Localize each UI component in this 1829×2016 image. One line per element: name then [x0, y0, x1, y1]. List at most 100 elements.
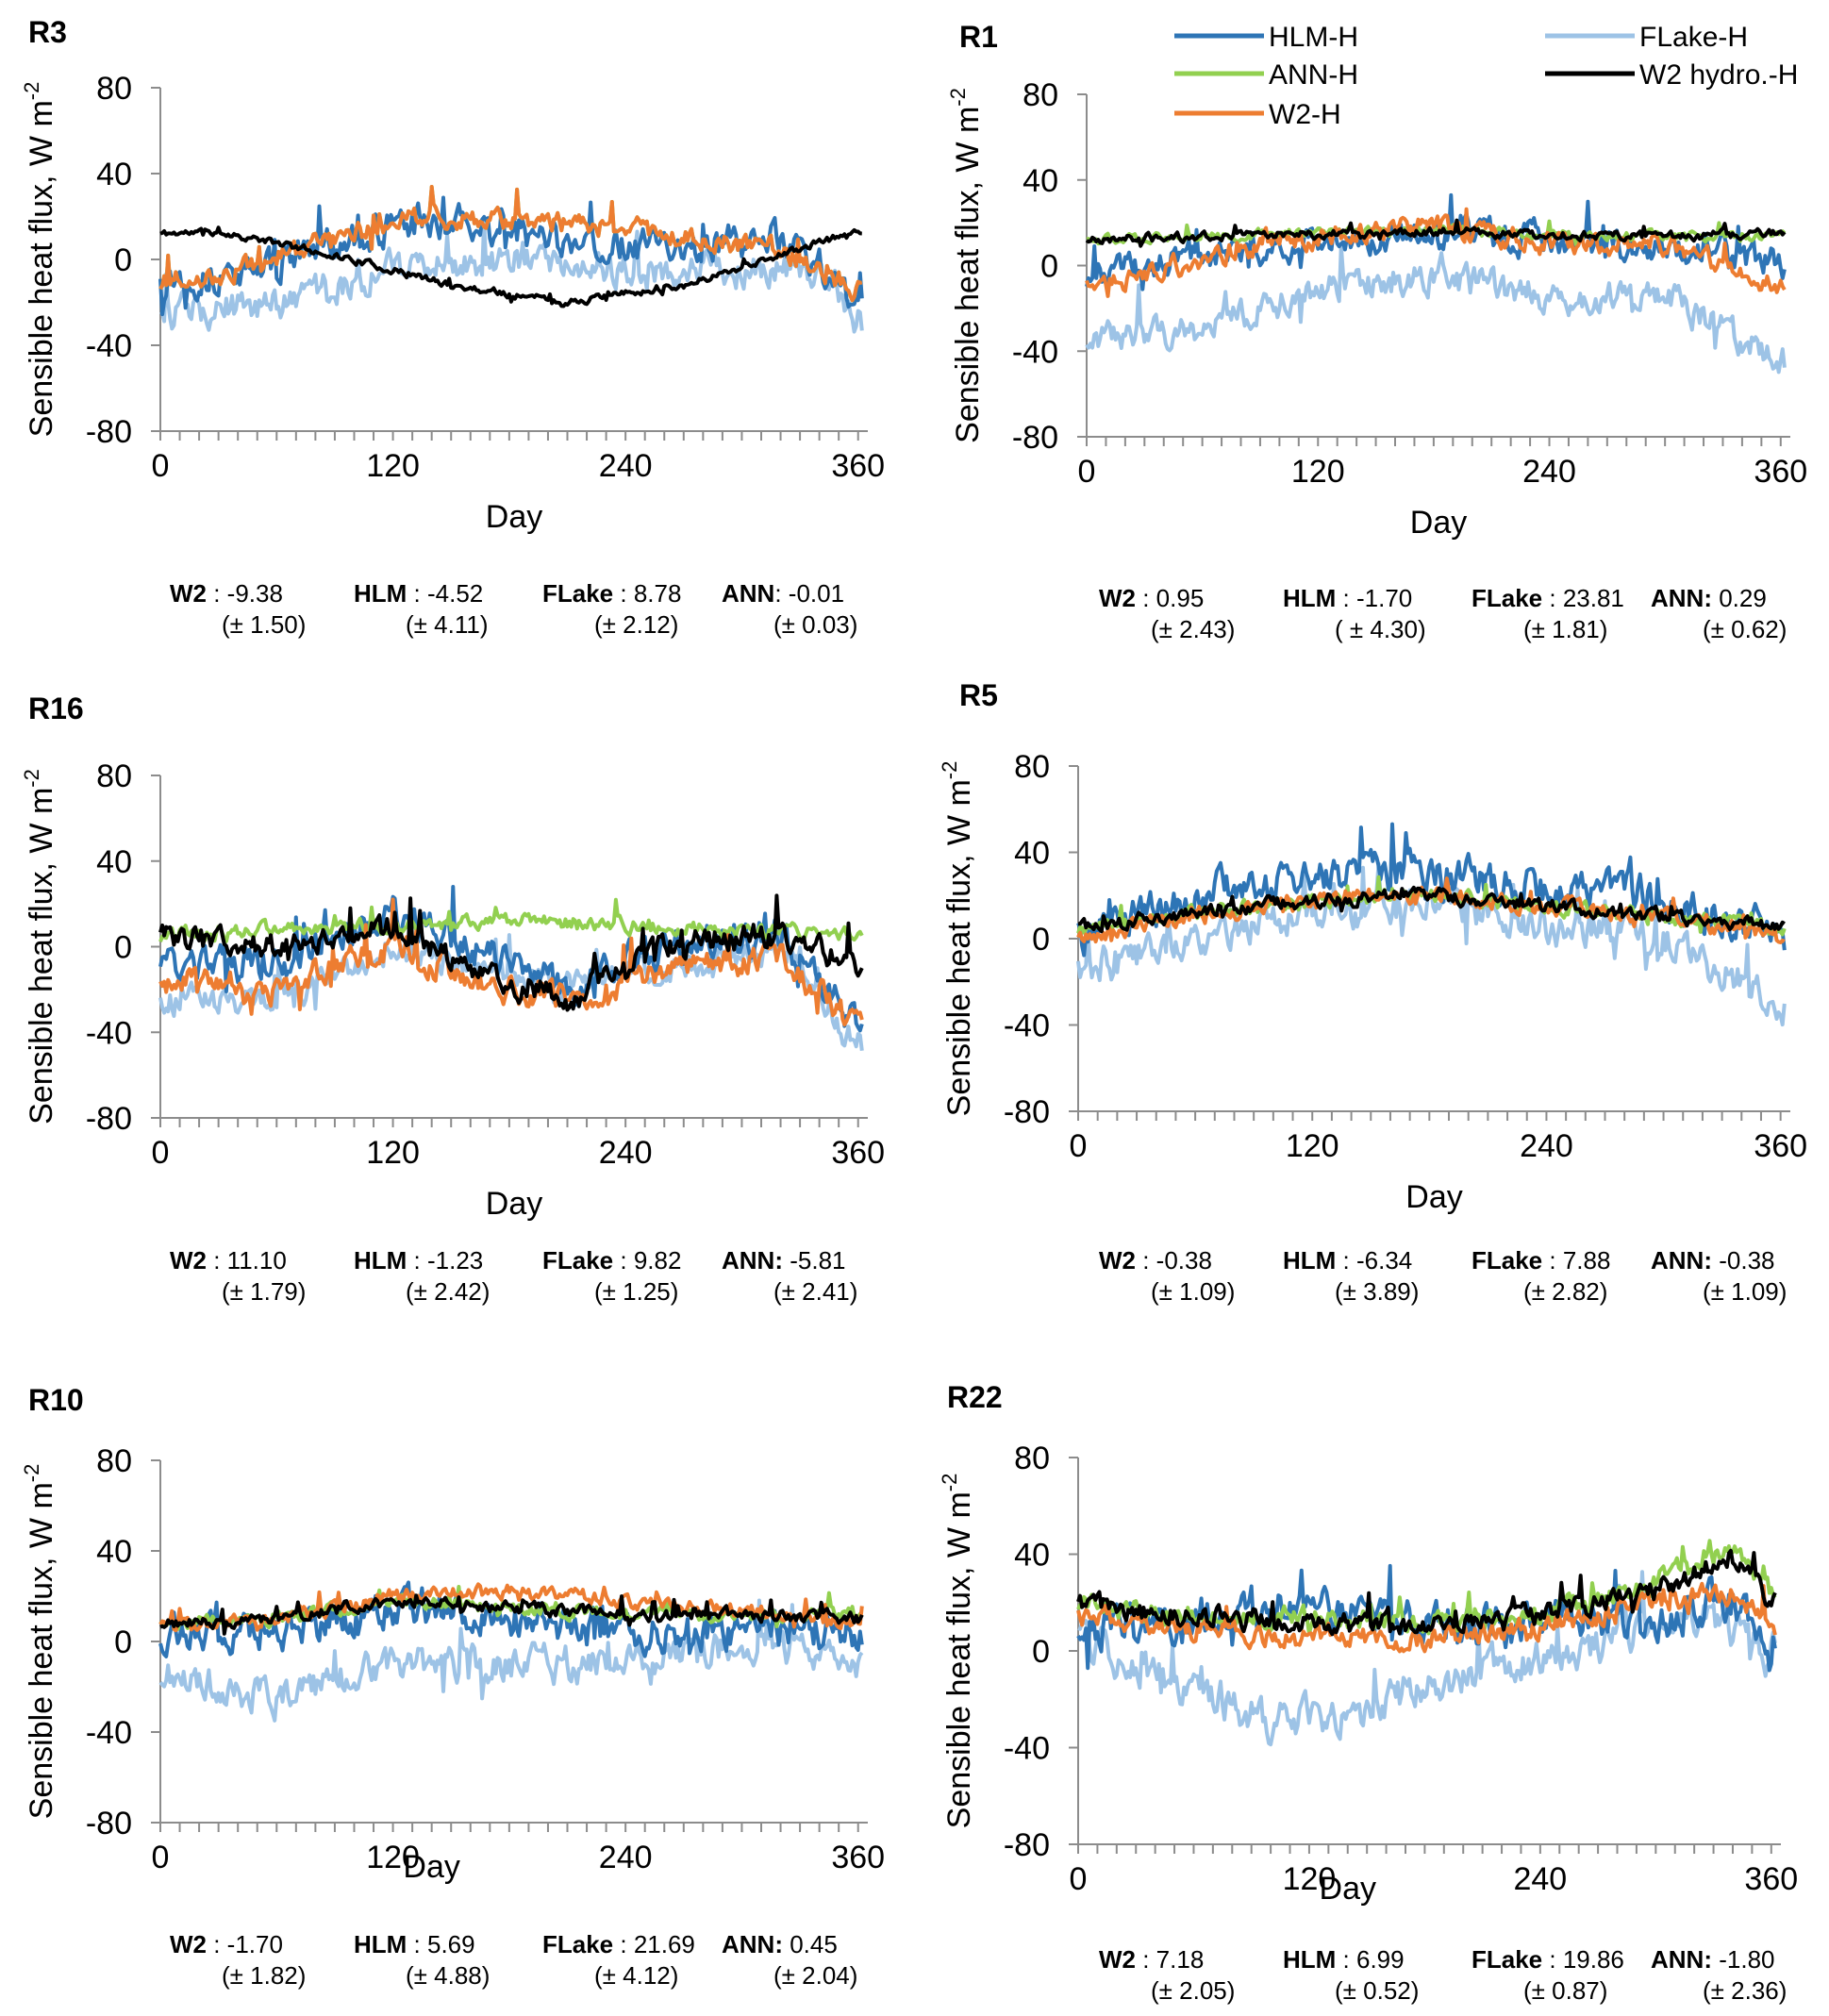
x-tick-label: 120 — [366, 1135, 420, 1171]
series-line-flake — [158, 1598, 864, 1723]
x-axis-label: Day — [1405, 1179, 1462, 1215]
x-tick-label: 0 — [152, 1135, 170, 1171]
y-tick-label: -40 — [86, 1015, 132, 1051]
legend-label-w2: W2-H — [1269, 99, 1341, 130]
y-tick-label: -80 — [1012, 420, 1058, 456]
panel-R3: R3 80 40 0 -40 -80 0 120 240 360 Day Sensible heat … — [20, 15, 885, 639]
legend-label-w2hydro: W2 hydro.-H — [1639, 59, 1798, 91]
y-axis-label: Sensible heat flux, W m-2 — [946, 88, 986, 443]
y-tick-label: 0 — [114, 930, 132, 966]
legend: HLM-H FLake-H ANN-H W2 hydro.-H W2-H — [1174, 22, 1798, 130]
stat-w2: W2 : -1.70 — [170, 1930, 283, 1958]
panel-R5: R5 80 40 0 -40 -80 0 120 240 360 Day Sensible heat … — [938, 678, 1807, 1306]
y-tick-label: -80 — [1004, 1827, 1050, 1863]
y-tick-label: -80 — [1004, 1094, 1050, 1130]
stat-sd: (± 2.82) — [1523, 1277, 1607, 1306]
series-line-w2hydro — [1085, 218, 1787, 248]
stat-flake: FLake : 19.86 — [1472, 1945, 1624, 1974]
y-tick-label: 80 — [96, 71, 132, 107]
stat-sd: (± 2.05) — [1151, 1976, 1235, 2005]
stat-flake: FLake : 8.78 — [542, 579, 681, 608]
x-tick-label: 0 — [152, 1840, 170, 1875]
x-tick-label: 0 — [1070, 1128, 1088, 1164]
y-tick-label: -80 — [86, 1101, 132, 1137]
y-tick-label: 0 — [1032, 1634, 1050, 1670]
stat-sd: (± 0.87) — [1523, 1976, 1607, 2005]
stat-flake: FLake : 9.82 — [542, 1246, 681, 1275]
stat-sd: (± 2.42) — [406, 1277, 490, 1306]
stat-sd: (± 2.43) — [1151, 615, 1235, 643]
stat-sd: (± 0.52) — [1335, 1976, 1419, 2005]
series-line-w2 — [1085, 207, 1787, 298]
legend-label-hlm: HLM-H — [1269, 22, 1358, 53]
stat-hlm: HLM : -1.70 — [1283, 584, 1412, 612]
series-group — [158, 185, 864, 334]
stat-ann: ANN: 0.29 — [1651, 584, 1767, 612]
stat-w2: W2 : -9.38 — [170, 579, 283, 608]
y-axis-label: Sensible heat flux, W m-2 — [938, 1474, 977, 1829]
y-tick-label: 80 — [96, 758, 132, 794]
x-tick-label: 0 — [152, 448, 170, 484]
y-tick-label: 80 — [1014, 1441, 1050, 1476]
stat-w2: W2 : 0.95 — [1099, 584, 1204, 612]
stat-ann: ANN: -0.38 — [1651, 1246, 1775, 1275]
y-tick-label: -40 — [86, 328, 132, 364]
y-tick-label: -40 — [86, 1715, 132, 1751]
x-tick-label: 360 — [831, 1135, 885, 1171]
series-group — [1076, 822, 1787, 1027]
stat-ann: ANN: -0.01 — [722, 579, 844, 608]
y-tick-label: 40 — [96, 157, 132, 192]
x-tick-label: 240 — [1513, 1861, 1567, 1897]
y-tick-label: 40 — [1023, 163, 1058, 199]
series-line-flake — [159, 217, 864, 334]
stat-sd: ( ± 4.30) — [1335, 615, 1426, 643]
series-line-w2 — [1076, 1581, 1777, 1654]
series-line-w2 — [158, 185, 863, 303]
panel-title: R5 — [959, 678, 998, 712]
legend-label-flake: FLake-H — [1639, 22, 1748, 53]
panel-R10: R10 80 40 0 -40 -80 0 120 240 360 Day Sensible heat… — [20, 1383, 885, 1990]
y-axis-label: Sensible heat flux, W m-2 — [20, 1464, 59, 1820]
stat-ann: ANN: -5.81 — [722, 1246, 846, 1275]
y-tick-label: 40 — [96, 1534, 132, 1570]
series-line-hlm — [158, 195, 864, 317]
stat-ann: ANN: 0.45 — [722, 1930, 838, 1958]
stat-sd: (± 2.36) — [1703, 1976, 1787, 2005]
stat-hlm: HLM : -6.34 — [1283, 1246, 1412, 1275]
stat-hlm: HLM : -1.23 — [354, 1246, 483, 1275]
y-tick-label: -40 — [1012, 334, 1058, 370]
series-group — [1076, 1539, 1777, 1747]
stat-sd: (± 1.82) — [222, 1961, 306, 1990]
x-tick-label: 360 — [1744, 1861, 1798, 1897]
stat-sd: (± 1.09) — [1151, 1277, 1235, 1306]
x-tick-label: 0 — [1070, 1861, 1088, 1897]
stat-w2: W2 : -0.38 — [1099, 1246, 1212, 1275]
y-tick-label: 80 — [1014, 749, 1050, 785]
series-line-flake — [1085, 243, 1787, 375]
x-tick-label: 120 — [1283, 1861, 1337, 1897]
x-axis-label: Day — [1410, 505, 1467, 541]
x-tick-label: 0 — [1078, 454, 1096, 490]
panel-R1: R1 80 40 0 -40 -80 0 120 240 360 Day Sensible heat … — [946, 20, 1807, 643]
panel-R16: R16 80 40 0 -40 -80 0 120 240 360 Day Sensible heat… — [20, 691, 885, 1306]
series-line-w2hydro — [158, 893, 864, 1012]
stat-sd: (± 0.03) — [773, 610, 857, 639]
y-tick-label: 40 — [1014, 1538, 1050, 1574]
y-tick-label: 0 — [114, 1624, 132, 1660]
x-tick-label: 360 — [831, 448, 885, 484]
y-tick-label: -80 — [86, 1806, 132, 1841]
y-axis-label: Sensible heat flux, W m-2 — [20, 769, 59, 1125]
x-tick-label: 360 — [1754, 1128, 1807, 1164]
panel-title: R1 — [959, 20, 998, 54]
series-group — [158, 885, 864, 1051]
x-tick-label: 240 — [599, 1135, 653, 1171]
stat-ann: ANN: -1.80 — [1651, 1945, 1775, 1974]
stat-flake: FLake : 21.69 — [542, 1930, 695, 1958]
x-tick-label: 240 — [599, 1840, 653, 1875]
stat-sd: (± 2.04) — [773, 1961, 857, 1990]
series-line-w2 — [158, 897, 864, 1027]
y-tick-label: 80 — [96, 1443, 132, 1479]
stat-hlm: HLM : 5.69 — [354, 1930, 475, 1958]
legend-label-ann: ANN-H — [1269, 59, 1358, 91]
